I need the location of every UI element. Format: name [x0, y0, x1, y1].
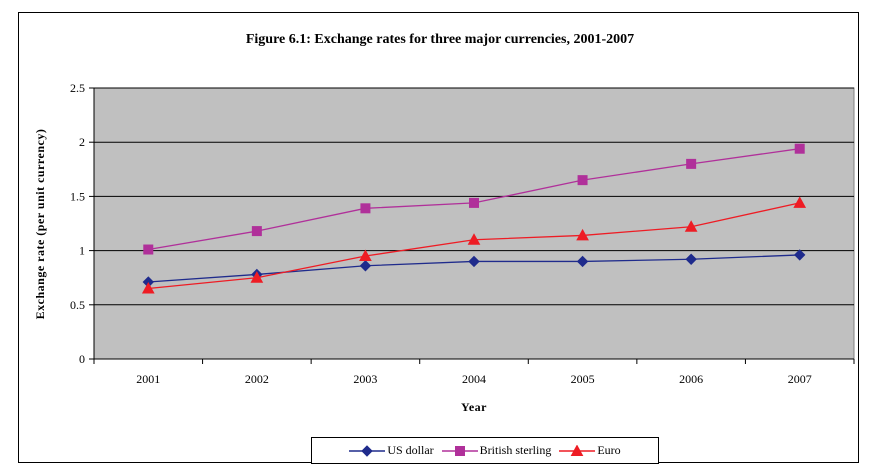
chart-title: Figure 6.1: Exchange rates for three maj…: [246, 32, 634, 47]
data-point-us-dollar: [685, 253, 697, 265]
legend-label: Euro: [597, 443, 621, 457]
data-point-british-sterling: [794, 143, 805, 154]
data-point-euro: [250, 271, 264, 283]
data-point-euro: [141, 282, 155, 294]
series-british-sterling: [143, 143, 805, 255]
legend-swatch-marker: [361, 444, 374, 457]
x-tick-label: 2003: [353, 372, 377, 386]
plot-area: [93, 87, 855, 360]
legend-item-british-sterling: British sterling: [441, 443, 552, 458]
y-tick-label: 0: [79, 352, 85, 366]
series-euro: [141, 196, 807, 294]
data-point-euro: [684, 220, 698, 232]
y-tick-labels: 0 0.5 1 1.5 2 2.5: [70, 81, 85, 366]
axes: [89, 87, 855, 364]
legend-swatch-marker: [570, 444, 584, 456]
series-group: [141, 143, 807, 294]
data-point-us-dollar: [576, 255, 589, 268]
x-tick-label: 2006: [679, 372, 703, 386]
x-tick-label: 2002: [245, 372, 269, 386]
legend-swatch-british-sterling: [441, 445, 478, 456]
data-point-british-sterling: [686, 158, 697, 169]
y-tick-label: 2.5: [70, 81, 85, 95]
x-tick-label: 2005: [571, 372, 595, 386]
legend: US dollar British sterling Euro: [311, 437, 659, 464]
legend-swatch-euro: [559, 444, 596, 456]
data-point-euro: [359, 249, 372, 262]
legend-item-euro: Euro: [559, 443, 621, 458]
data-point-british-sterling: [251, 226, 262, 237]
legend-label: British sterling: [479, 443, 552, 457]
y-tick-label: 0.5: [70, 298, 85, 312]
data-point-british-sterling: [143, 244, 154, 255]
x-tick-label: 2004: [462, 372, 486, 386]
y-tick-label: 1: [79, 244, 85, 258]
data-point-british-sterling: [360, 203, 371, 214]
y-axis-label: Exchange rate (per unit currency): [33, 129, 47, 320]
x-tick-label: 2007: [788, 372, 812, 386]
data-point-euro: [467, 233, 481, 245]
gridlines: [94, 87, 854, 306]
x-tick-label: 2001: [136, 372, 160, 386]
y-tick-label: 1.5: [70, 189, 85, 203]
legend-swatch-us-dollar: [349, 444, 386, 457]
x-axis-label: Year: [461, 400, 487, 414]
data-point-us-dollar: [794, 249, 806, 261]
legend-label: US dollar: [387, 443, 434, 457]
y-tick-label: 2: [79, 135, 85, 149]
x-tick-labels: 2001 2002 2003 2004 2005 2006 2007: [136, 372, 811, 386]
data-point-euro: [576, 228, 589, 241]
data-point-us-dollar: [468, 255, 480, 268]
legend-item-us-dollar: US dollar: [349, 443, 434, 458]
data-point-british-sterling: [469, 197, 479, 208]
data-point-us-dollar: [359, 260, 372, 272]
data-point-british-sterling: [577, 175, 588, 186]
data-point-euro: [793, 196, 807, 208]
legend-swatch-marker: [454, 445, 465, 456]
